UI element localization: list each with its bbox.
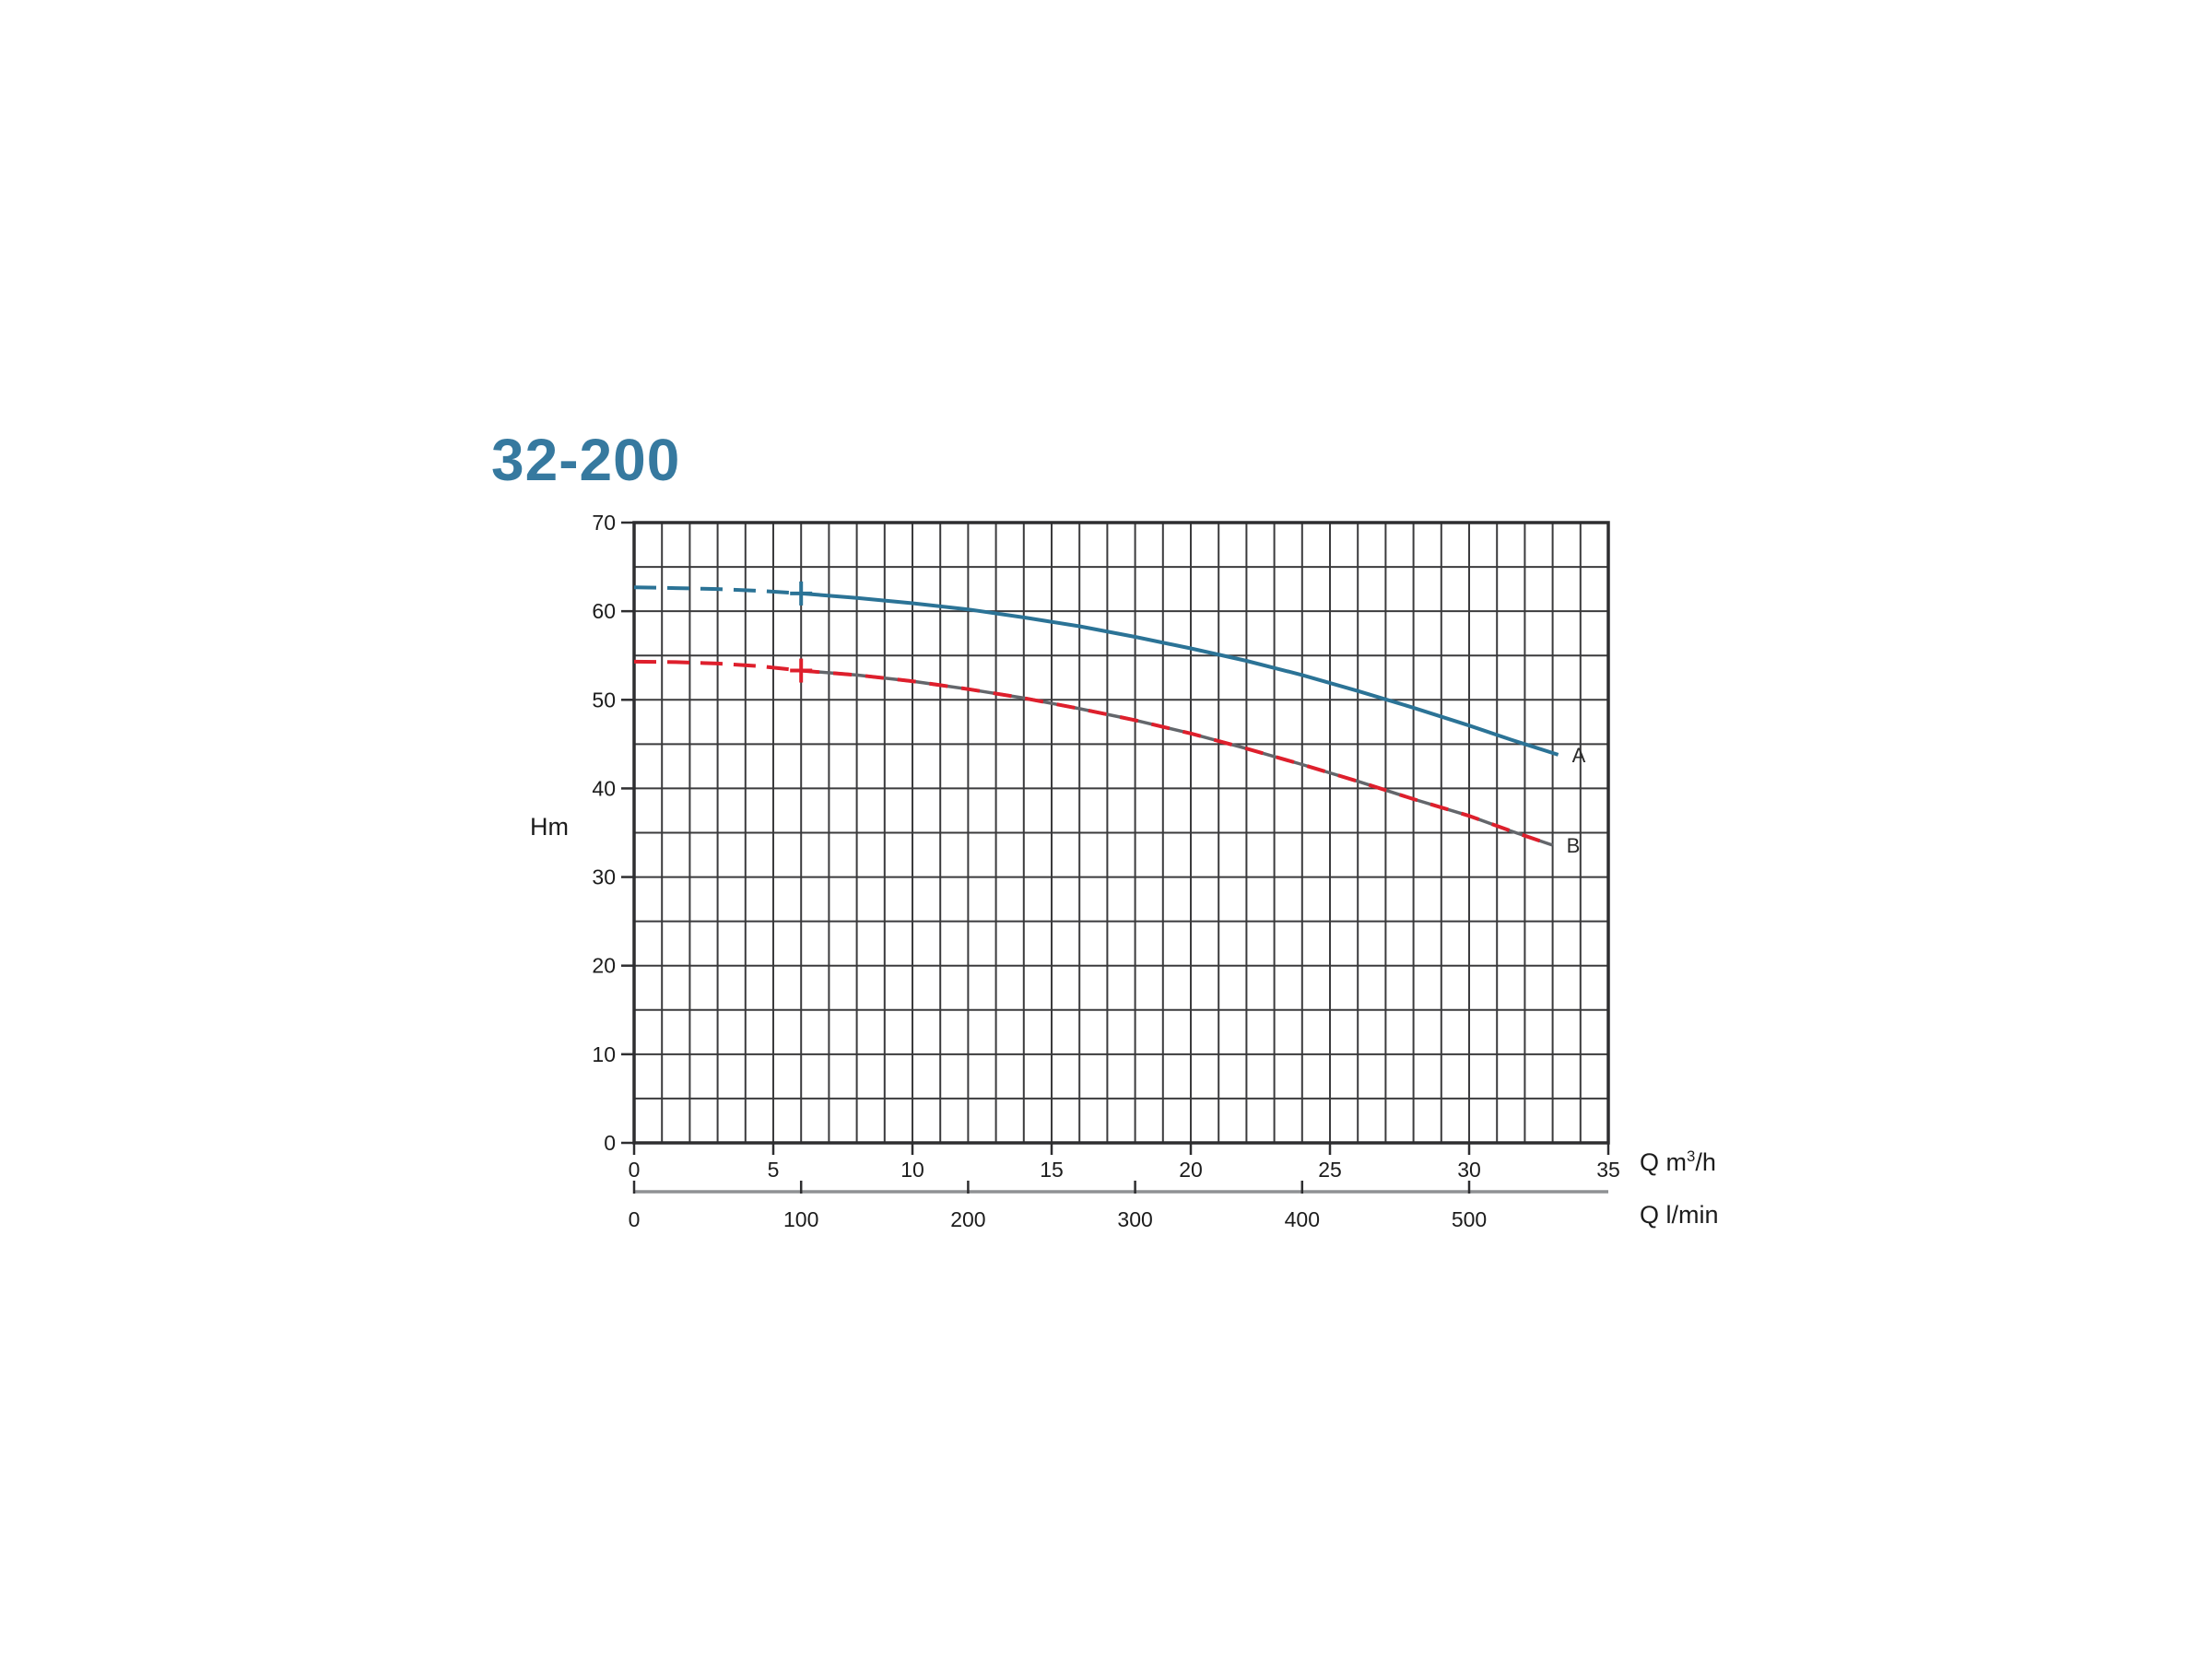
secondary-x-axis-tick-label: 300 bbox=[1117, 1207, 1152, 1231]
curve-A-main-segment bbox=[801, 591, 1559, 757]
y-axis-unit-label: Hm bbox=[530, 815, 569, 840]
secondary-x-axis-tick-label: 500 bbox=[1452, 1207, 1487, 1231]
x-axis-secondary-unit-label: Q l/min bbox=[1640, 1203, 1719, 1228]
y-axis-tick-label: 0 bbox=[604, 1131, 616, 1155]
x-axis-secondary-unit-text: Q l/min bbox=[1640, 1201, 1719, 1229]
secondary-x-axis-tick-label: 0 bbox=[629, 1207, 641, 1231]
x-axis-primary-unit-suffix: /h bbox=[1695, 1148, 1716, 1176]
plot-frame bbox=[632, 521, 1610, 1145]
secondary-x-axis-tick-label: 400 bbox=[1285, 1207, 1320, 1231]
curve-A-dashed-segment bbox=[633, 585, 802, 595]
x-axis-primary-unit-prefix: Q m bbox=[1640, 1148, 1687, 1176]
x-axis-primary-unit-exponent: 3 bbox=[1687, 1147, 1696, 1165]
x-axis-tick-label: 35 bbox=[1596, 1158, 1620, 1182]
secondary-x-axis-tick-label: 100 bbox=[783, 1207, 818, 1231]
curve-label-B: B bbox=[1567, 834, 1581, 857]
y-axis-unit-text: Hm bbox=[530, 813, 569, 841]
x-axis-tick-label: 0 bbox=[629, 1158, 641, 1182]
x-axis-tick-label: 10 bbox=[900, 1158, 924, 1182]
x-axis-tick-label: 20 bbox=[1179, 1158, 1203, 1182]
y-axis-tick-label: 50 bbox=[592, 688, 616, 712]
y-axis-tick-label: 30 bbox=[592, 865, 616, 889]
curve-label-A: A bbox=[1572, 744, 1586, 767]
y-axis-tick-label: 70 bbox=[592, 511, 616, 535]
y-axis-tick-label: 40 bbox=[592, 776, 616, 800]
x-axis-tick-label: 25 bbox=[1318, 1158, 1342, 1182]
y-axis-tick-label: 20 bbox=[592, 954, 616, 978]
curve-B-dashed-segment bbox=[633, 659, 802, 673]
x-axis-primary-unit-label: Q m3/h bbox=[1640, 1147, 1716, 1176]
x-axis-tick-label: 30 bbox=[1457, 1158, 1481, 1182]
curve-B-underlay bbox=[801, 668, 1554, 847]
y-axis-tick-label: 10 bbox=[592, 1042, 616, 1066]
secondary-x-axis-tick-label: 200 bbox=[950, 1207, 985, 1231]
chart-title: 32-200 bbox=[491, 427, 681, 493]
y-axis-tick-label: 60 bbox=[592, 599, 616, 623]
x-axis-tick-label: 5 bbox=[768, 1158, 780, 1182]
curve-B-main-segment bbox=[801, 668, 1554, 847]
x-axis-tick-label: 15 bbox=[1040, 1158, 1064, 1182]
